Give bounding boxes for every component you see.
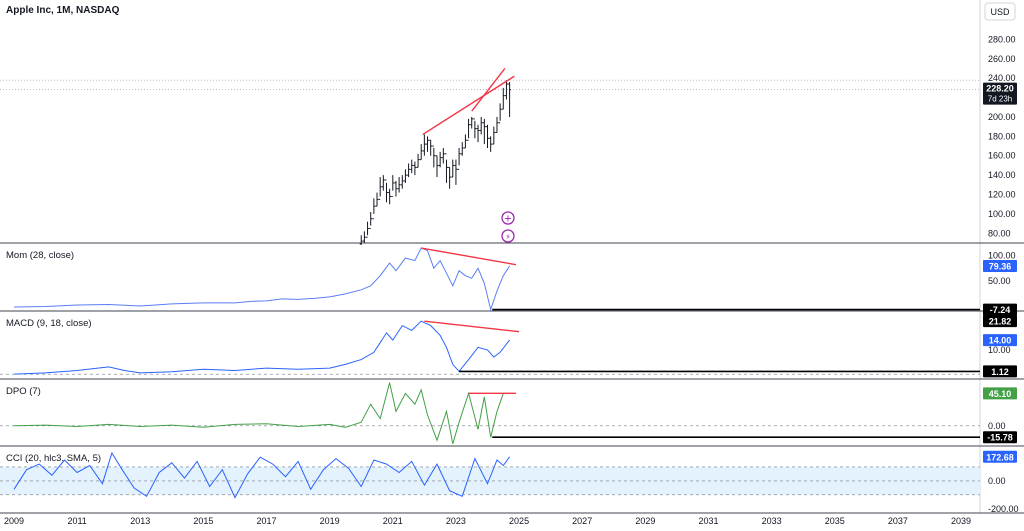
- dpo-level-badge: -15.78: [987, 433, 1013, 443]
- add-indicator-button[interactable]: +: [501, 211, 515, 225]
- plus-icon: +: [504, 214, 512, 225]
- price-tick-label: 260.00: [988, 54, 1016, 64]
- dpo-last-badge-bg: [983, 387, 1017, 400]
- macd-tick-label: 10.00: [988, 345, 1011, 355]
- currency-button[interactable]: USD: [984, 2, 1016, 21]
- cci-last-badge-bg: [983, 450, 1017, 463]
- x-tick-label: 2013: [130, 516, 150, 526]
- price-trendline: [471, 68, 506, 112]
- price-tick-label: 280.00: [988, 34, 1016, 44]
- mom-tick-label: 100.00: [988, 251, 1016, 261]
- price-tick-label: 240.00: [988, 73, 1016, 83]
- mom-level-badge-bg: [983, 303, 1017, 316]
- price-tick-label: 180.00: [988, 131, 1016, 141]
- cci-tick-label: 0.00: [988, 476, 1006, 486]
- x-tick-label: 2029: [635, 516, 655, 526]
- macd-last-badge-bg: [983, 334, 1017, 347]
- x-tick-label: 2011: [67, 516, 86, 526]
- x-tick-label: 2031: [698, 516, 718, 526]
- x-tick-label: 2025: [509, 516, 529, 526]
- price-trendline: [422, 75, 515, 135]
- mom-series-line: [13, 247, 511, 312]
- price-tick-label: 140.00: [988, 170, 1016, 180]
- currency-label: USD: [990, 7, 1010, 17]
- macd-level-badge-bg: [983, 365, 1017, 378]
- macd-top-badge-bg: [983, 315, 1017, 328]
- x-tick-label: 2021: [383, 516, 403, 526]
- macd-last-badge: 14.00: [989, 336, 1012, 346]
- mom-level-badge: -7.24: [990, 305, 1011, 315]
- cci-tick-label: -200.00: [988, 504, 1019, 514]
- mom-tick-label: 50.00: [988, 276, 1011, 286]
- x-tick-label: 2033: [762, 516, 782, 526]
- cci-series-line: [13, 451, 511, 499]
- dpo-last-badge: 45.10: [989, 389, 1012, 399]
- flash-button[interactable]: ⚡: [501, 229, 515, 243]
- x-tick-label: 2023: [446, 516, 466, 526]
- chart-title: Apple Inc, 1M, NASDAQ: [6, 5, 120, 16]
- macd-series-line: [13, 320, 510, 375]
- dpo-title: DPO (7): [6, 386, 41, 397]
- x-tick-label: 2037: [888, 516, 908, 526]
- price-badge-bg: [983, 82, 1017, 105]
- dpo-series-line: [13, 382, 510, 444]
- lightning-icon: ⚡: [505, 233, 511, 242]
- cci-title: CCI (20, hlc3, SMA, 5): [6, 453, 101, 464]
- price-tick-label: 80.00: [988, 228, 1011, 238]
- dpo-level-badge-bg: [983, 431, 1017, 444]
- price-tick-label: 120.00: [988, 190, 1016, 200]
- dpo-tick-label: 0.00: [988, 421, 1006, 431]
- x-tick-label: 2027: [572, 516, 592, 526]
- cci-band: [0, 466, 980, 495]
- x-tick-label: 2017: [257, 516, 277, 526]
- x-tick-label: 2039: [951, 516, 971, 526]
- x-tick-label: 2015: [193, 516, 213, 526]
- x-tick-label: 2019: [320, 516, 340, 526]
- cci-last-badge: 172.68: [986, 452, 1014, 462]
- macd-top-badge: 21.82: [989, 317, 1012, 327]
- x-tick-label: 2035: [825, 516, 845, 526]
- price-tick-label: 160.00: [988, 151, 1016, 161]
- chart-marks: 2009 2011 2013 2015 2017 2019 2021 2023 2025 2027…: [0, 34, 1019, 526]
- mom-title: Mom (28, close): [6, 250, 74, 261]
- price-badge-value: 228.20: [986, 84, 1014, 94]
- macd-title: MACD (9, 18, close): [6, 318, 92, 329]
- mom-last-badge: 79.36: [989, 261, 1012, 271]
- mom-trendline: [421, 247, 517, 266]
- x-tick-label: 2009: [4, 516, 24, 526]
- price-tick-label: 200.00: [988, 112, 1016, 122]
- price-badge-countdown: 7d 23h: [988, 95, 1012, 104]
- price-tick-label: 100.00: [988, 209, 1016, 219]
- macd-level-badge: 1.12: [991, 367, 1009, 377]
- macd-trendline: [424, 320, 520, 333]
- mom-last-badge-bg: [983, 259, 1017, 272]
